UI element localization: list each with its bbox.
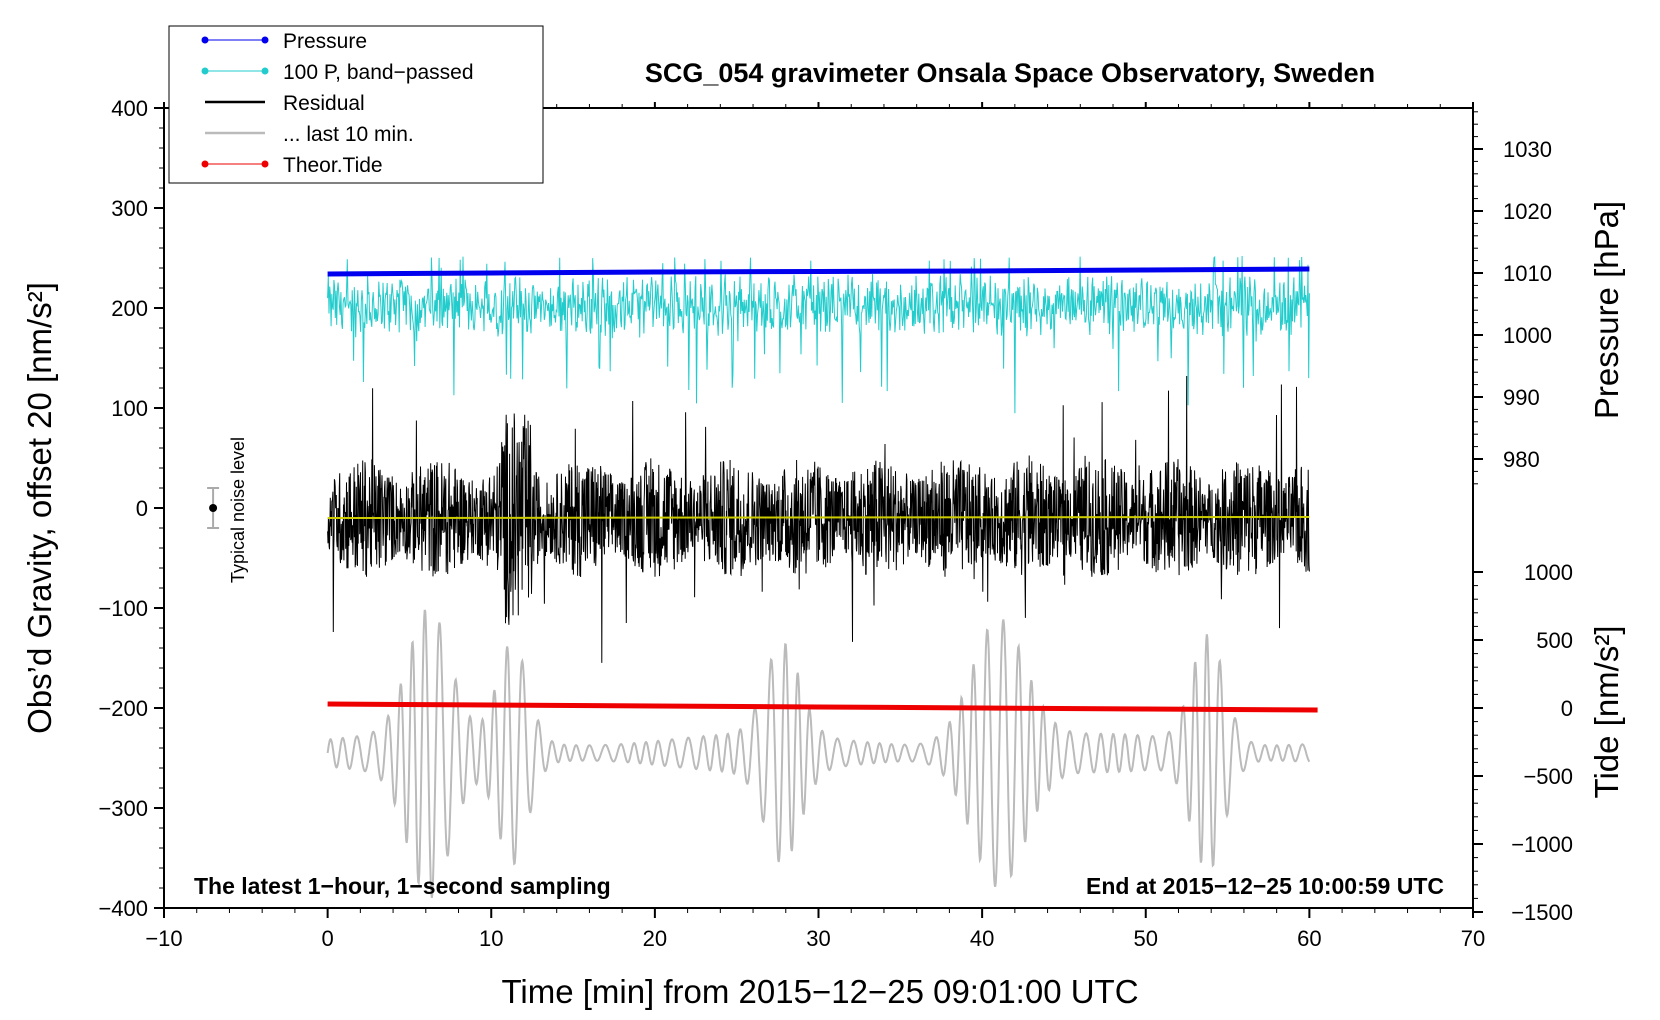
series-tide-line (327, 701, 1318, 713)
y-tick-label: −300 (98, 796, 148, 821)
series-residual-line (327, 375, 1310, 663)
legend-marker (201, 36, 209, 44)
legend-label: Pressure (283, 30, 367, 53)
legend: Pressure 100 P, band−passed Residual ... la… (168, 25, 544, 184)
series-layer (326, 255, 1318, 898)
x-tick-label: 10 (479, 926, 503, 951)
pressure-tick-label: 980 (1503, 447, 1540, 472)
y-axis-label-left: Obs’d Gravity, offset 20 [nm/s²] (21, 282, 58, 734)
y-axis-label-left-text: Obs’d Gravity, offset 20 [nm/s²] (21, 282, 58, 734)
pressure-tick-label: 1030 (1503, 137, 1552, 162)
annotation-end-time: End at 2015−12−25 10:00:59 UTC (1086, 873, 1444, 899)
legend-marker (261, 36, 269, 44)
annotation-sampling: The latest 1−hour, 1−second sampling (194, 873, 611, 899)
x-tick-label: −10 (145, 926, 182, 951)
tide-axis-label: Tide [nm/s²] (1588, 626, 1625, 799)
legend-marker (261, 160, 269, 168)
y-tick-label: −100 (98, 596, 148, 621)
y-tick-label: −400 (98, 896, 148, 921)
x-tick-label: 50 (1134, 926, 1158, 951)
y-tick-label: 200 (111, 296, 148, 321)
tide-tick-label: 500 (1536, 628, 1573, 653)
pressure-tick-label: 1020 (1503, 199, 1552, 224)
x-axis-label: Time [min] from 2015−12−25 09:01:00 UTC (501, 973, 1138, 1010)
pressure-tick-label: 1000 (1503, 323, 1552, 348)
series-last-10-min-line (326, 609, 1311, 898)
y-tick-label: 100 (111, 396, 148, 421)
pressure-axis-label: Pressure [hPa] (1588, 201, 1625, 419)
noise-bar: Typical noise level (207, 437, 248, 583)
x-tick-label: 30 (806, 926, 830, 951)
series-bandpassed-line (327, 255, 1310, 414)
noise-dot (209, 504, 218, 512)
x-tick-label: 60 (1297, 926, 1321, 951)
legend-label: ... last 10 min. (283, 123, 414, 146)
y-tick-label: 300 (111, 196, 148, 221)
tide-tick-label: −1000 (1511, 832, 1573, 857)
y-tick-label: 0 (136, 496, 148, 521)
y-tick-label: 400 (111, 96, 148, 121)
pressure-tick-label: 1010 (1503, 261, 1552, 286)
tide-tick-label: 1000 (1524, 560, 1573, 585)
tide-tick-label: 0 (1561, 696, 1573, 721)
legend-box (168, 25, 544, 184)
pressure-tick-label: 990 (1503, 385, 1540, 410)
legend-label: Theor.Tide (283, 154, 383, 177)
x-tick-label: 40 (970, 926, 994, 951)
legend-label: Residual (283, 92, 365, 115)
legend-marker (201, 67, 209, 75)
ticks-layer: −10 0 10 20 30 40 50 60 704003002001000−100−200−… (98, 96, 1573, 951)
tide-tick-label: −500 (1523, 764, 1573, 789)
x-tick-label: 0 (322, 926, 334, 951)
legend-marker (201, 160, 209, 168)
noise-label: Typical noise level (228, 437, 248, 583)
legend-label: 100 P, band−passed (283, 61, 474, 84)
y-tick-label: −200 (98, 696, 148, 721)
tide-tick-label: −1500 (1511, 900, 1573, 925)
x-tick-label: 70 (1461, 926, 1485, 951)
series-pressure-line (327, 266, 1310, 277)
legend-marker (261, 67, 269, 75)
x-tick-label: 20 (643, 926, 667, 951)
series-residual-mean-line (327, 516, 1310, 519)
chart-title: SCG_054 gravimeter Onsala Space Observat… (645, 58, 1375, 88)
